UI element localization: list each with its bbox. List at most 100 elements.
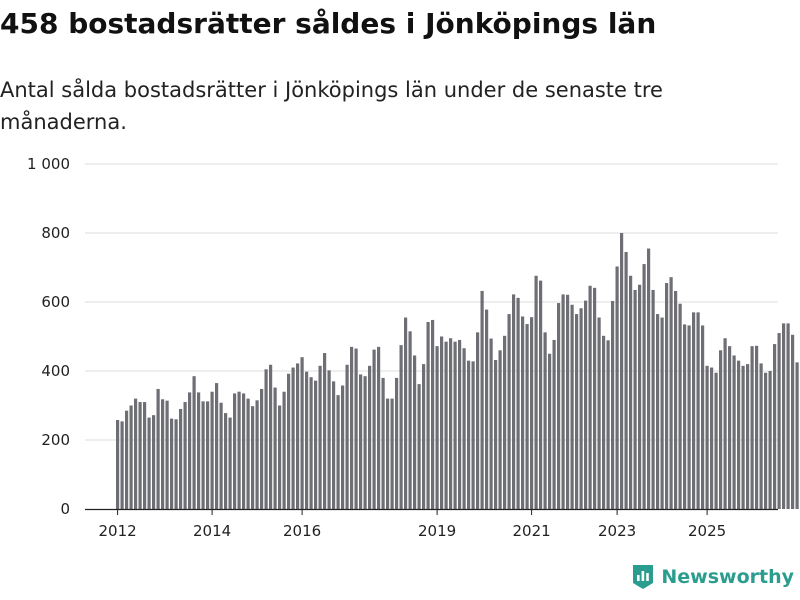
bar: [125, 410, 129, 509]
bar: [224, 413, 228, 509]
bar: [705, 365, 709, 509]
bar: [206, 401, 210, 509]
bar: [651, 289, 655, 509]
bar: [215, 383, 219, 509]
bar: [710, 367, 714, 509]
bar: [701, 325, 705, 509]
bar: [584, 300, 588, 509]
bar: [260, 388, 264, 509]
bar: [602, 335, 606, 509]
bar: [732, 355, 736, 509]
bar: [449, 338, 453, 509]
bar: [516, 297, 520, 509]
bar: [233, 393, 237, 509]
bar: [341, 385, 345, 509]
bar: [566, 294, 570, 509]
bar: [282, 391, 286, 509]
bar: [633, 289, 637, 509]
bar: [489, 338, 493, 509]
bar: [359, 374, 363, 509]
bar: [147, 417, 151, 509]
y-tick-label: 400: [41, 362, 70, 380]
bar: [674, 290, 678, 509]
bar: [647, 248, 651, 509]
bar: [521, 316, 525, 509]
bar: [575, 314, 579, 509]
bar: [440, 336, 444, 509]
bar: [782, 323, 786, 509]
bar: [660, 317, 664, 509]
bar: [561, 294, 565, 509]
bar: [188, 392, 192, 509]
bar: [669, 277, 673, 509]
bar: [417, 384, 421, 509]
x-tick-label: 2014: [193, 522, 231, 540]
y-tick-label: 0: [60, 500, 70, 518]
bar: [129, 405, 133, 509]
bar: [350, 346, 354, 509]
bar: [246, 398, 250, 509]
bar: [795, 362, 799, 509]
bar: [134, 398, 138, 509]
bar: [170, 418, 174, 509]
bar: [390, 398, 394, 509]
bar: [696, 312, 700, 509]
bar: [723, 338, 727, 509]
bar: [291, 367, 295, 509]
bar: [152, 415, 156, 509]
bar: [597, 317, 601, 509]
bar: [512, 294, 516, 509]
y-tick-label: 200: [41, 431, 70, 449]
bar: [525, 324, 529, 509]
bar: [242, 393, 246, 509]
x-tick-label: 2012: [99, 522, 137, 540]
bar: [210, 391, 214, 509]
x-tick-label: 2021: [513, 522, 551, 540]
bar: [395, 377, 399, 509]
bar: [507, 314, 511, 509]
bar: [480, 290, 484, 509]
bar: [381, 377, 385, 509]
bar: [255, 400, 259, 509]
bar: [269, 364, 273, 509]
bar: [219, 402, 223, 509]
bar: [737, 360, 741, 509]
bar: [548, 353, 552, 509]
bar: [692, 312, 696, 509]
bar: [777, 333, 781, 509]
x-tick-label: 2023: [598, 522, 636, 540]
bar: [404, 317, 408, 509]
bar: [498, 350, 502, 509]
bar: [408, 331, 412, 509]
bar: [372, 349, 376, 509]
bar: [534, 275, 538, 509]
bar: [161, 399, 165, 509]
chart-subtitle: Antal sålda bostadsrätter i Jönköpings l…: [0, 78, 663, 134]
bar: [444, 341, 448, 509]
bar: [426, 322, 430, 509]
bar: [431, 319, 435, 509]
bar: [363, 376, 367, 509]
bar: [467, 360, 471, 509]
bar: [570, 304, 574, 509]
bar: [368, 365, 372, 509]
bar: [183, 402, 187, 509]
bar: [273, 387, 277, 509]
bar: [300, 357, 304, 509]
bar: [435, 346, 439, 509]
bar: [354, 348, 358, 509]
bar: [624, 251, 628, 509]
bar: [530, 317, 534, 509]
bar: [768, 371, 772, 509]
bar: [453, 341, 457, 509]
x-tick-label: 2019: [418, 522, 456, 540]
newsworthy-logo[interactable]: Newsworthy: [631, 562, 794, 592]
y-tick-label: 1 000: [27, 155, 70, 173]
bar: [377, 346, 381, 509]
chart-title: 458 bostadsrätter såldes i Jönköpings lä…: [0, 7, 657, 40]
bar: [714, 372, 718, 509]
bar: [476, 332, 480, 509]
bar: [543, 332, 547, 509]
bar: [557, 303, 561, 509]
bar: [773, 344, 777, 509]
